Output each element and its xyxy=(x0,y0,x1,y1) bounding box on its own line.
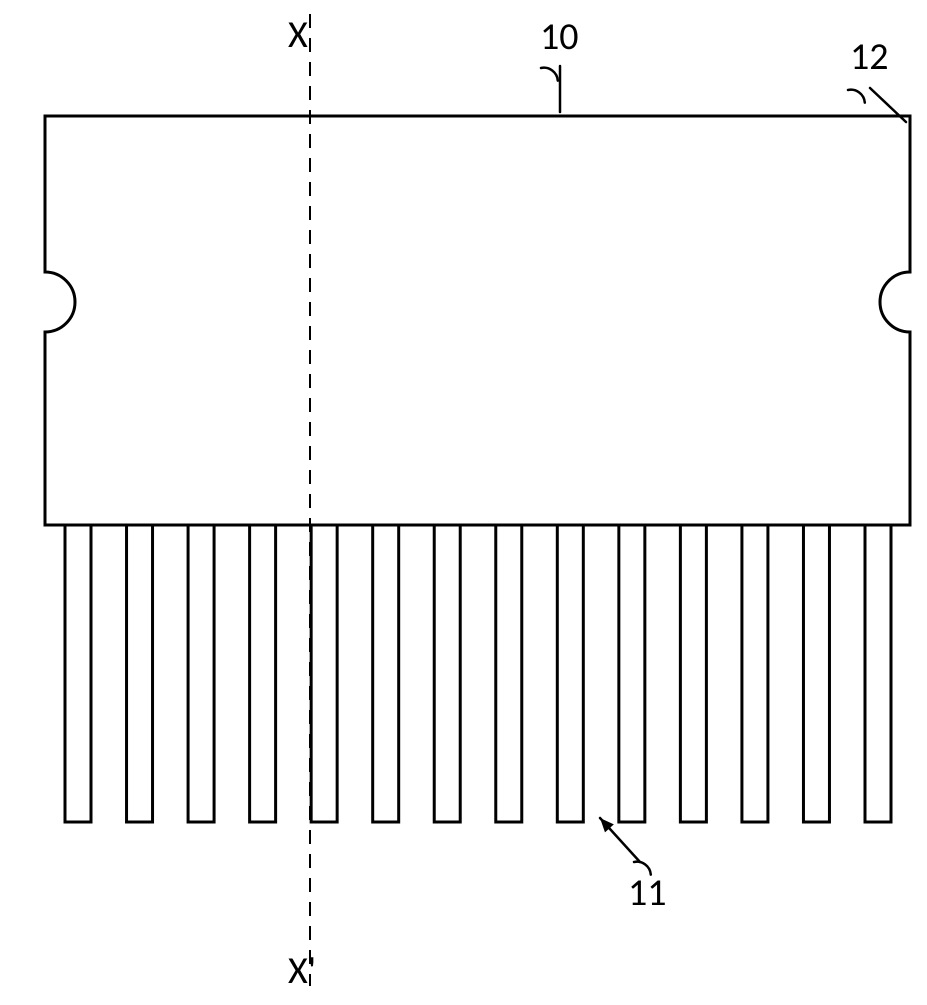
pin xyxy=(250,525,276,822)
pin xyxy=(557,525,583,822)
pin xyxy=(680,525,706,822)
pin xyxy=(188,525,214,822)
label-ref-10: 10 xyxy=(540,14,579,60)
pin xyxy=(496,525,522,822)
pin xyxy=(803,525,829,822)
pin xyxy=(434,525,460,822)
pin xyxy=(742,525,768,822)
seam-mask xyxy=(48,519,907,523)
pin xyxy=(373,525,399,822)
figure-stage: X X' 10 12 11 xyxy=(0,0,927,1000)
label-section-x-bot: X' xyxy=(288,948,316,994)
label-ref-12: 12 xyxy=(850,34,889,80)
leader-hook xyxy=(541,68,558,81)
pin xyxy=(127,525,153,822)
package-body xyxy=(45,116,910,525)
pin xyxy=(311,525,337,822)
pin xyxy=(619,525,645,822)
label-ref-11: 11 xyxy=(628,870,667,916)
leader-hook xyxy=(848,90,865,103)
pin xyxy=(65,525,91,822)
figure-svg xyxy=(0,0,927,1000)
label-section-x-top: X xyxy=(288,12,308,58)
pin xyxy=(865,525,891,822)
